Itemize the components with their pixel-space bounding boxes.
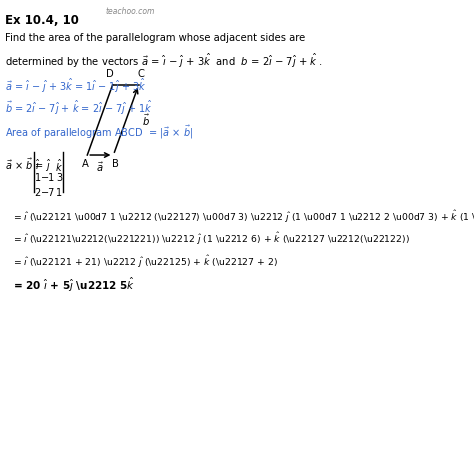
Text: $\vec{a}$ = $\hat{\imath}$ $-$ $\hat{\jmath}$ + 3$\hat{k}$ = 1$\hat{\imath}$ $-$: $\vec{a}$ = $\hat{\imath}$ $-$ $\hat{\jm… — [5, 77, 146, 95]
Text: −1: −1 — [41, 173, 55, 183]
Text: $\vec{a}$: $\vec{a}$ — [96, 161, 104, 174]
Text: A: A — [82, 159, 89, 169]
Text: determined by the vectors $\vec{a}$ = $\hat{\imath}$ $-$ $\hat{\jmath}$ + 3$\hat: determined by the vectors $\vec{a}$ = $\… — [5, 52, 322, 70]
Text: −7: −7 — [41, 188, 55, 198]
Text: $\hat{\imath}$: $\hat{\imath}$ — [35, 157, 40, 172]
Text: C: C — [137, 69, 145, 79]
Text: $\hat{k}$: $\hat{k}$ — [55, 157, 63, 173]
Text: 1: 1 — [56, 188, 62, 198]
Text: B: B — [112, 159, 119, 169]
Text: 3: 3 — [56, 173, 62, 183]
Text: Find the area of the parallelogram whose adjacent sides are: Find the area of the parallelogram whose… — [5, 33, 305, 43]
Text: 1: 1 — [35, 173, 41, 183]
Text: $\vec{a}$ $\times$ $\vec{b}$ =: $\vec{a}$ $\times$ $\vec{b}$ = — [5, 156, 44, 172]
Text: teachoo.com: teachoo.com — [106, 8, 155, 17]
Text: = $\hat{\imath}$ (\u22121\u2212(\u221221)) \u2212 $\hat{\jmath}$ (1 \u2212 6) + : = $\hat{\imath}$ (\u22121\u2212(\u221221… — [13, 230, 410, 247]
Text: = $\hat{\imath}$ (\u22121 \u00d7 1 \u2212 (\u22127) \u00d7 3) \u2212 $\hat{\jmat: = $\hat{\imath}$ (\u22121 \u00d7 1 \u221… — [13, 208, 474, 225]
Text: Area of parallelogram ABCD  = |$\vec{a}$ $\times$ $\vec{b}$|: Area of parallelogram ABCD = |$\vec{a}$ … — [5, 124, 193, 141]
Text: $\hat{\jmath}$: $\hat{\jmath}$ — [45, 157, 52, 173]
Text: $\vec{b}$: $\vec{b}$ — [142, 112, 149, 128]
Text: = 20 $\hat{\imath}$ + 5$\hat{\jmath}$ \u2212 5$\hat{k}$: = 20 $\hat{\imath}$ + 5$\hat{\jmath}$ \u… — [13, 275, 135, 294]
Text: = $\hat{\imath}$ (\u22121 + 21) \u2212 $\hat{\jmath}$ (\u22125) + $\hat{k}$ (\u2: = $\hat{\imath}$ (\u22121 + 21) \u2212 $… — [13, 253, 278, 270]
Text: 2: 2 — [35, 188, 41, 198]
Text: Ex 10.4, 10: Ex 10.4, 10 — [5, 15, 79, 27]
Text: D: D — [107, 69, 114, 79]
Text: $\vec{b}$ = 2$\hat{\imath}$ $-$ 7$\hat{\jmath}$ + $\hat{k}$ = 2$\hat{\imath}$ $-: $\vec{b}$ = 2$\hat{\imath}$ $-$ 7$\hat{\… — [5, 99, 153, 117]
